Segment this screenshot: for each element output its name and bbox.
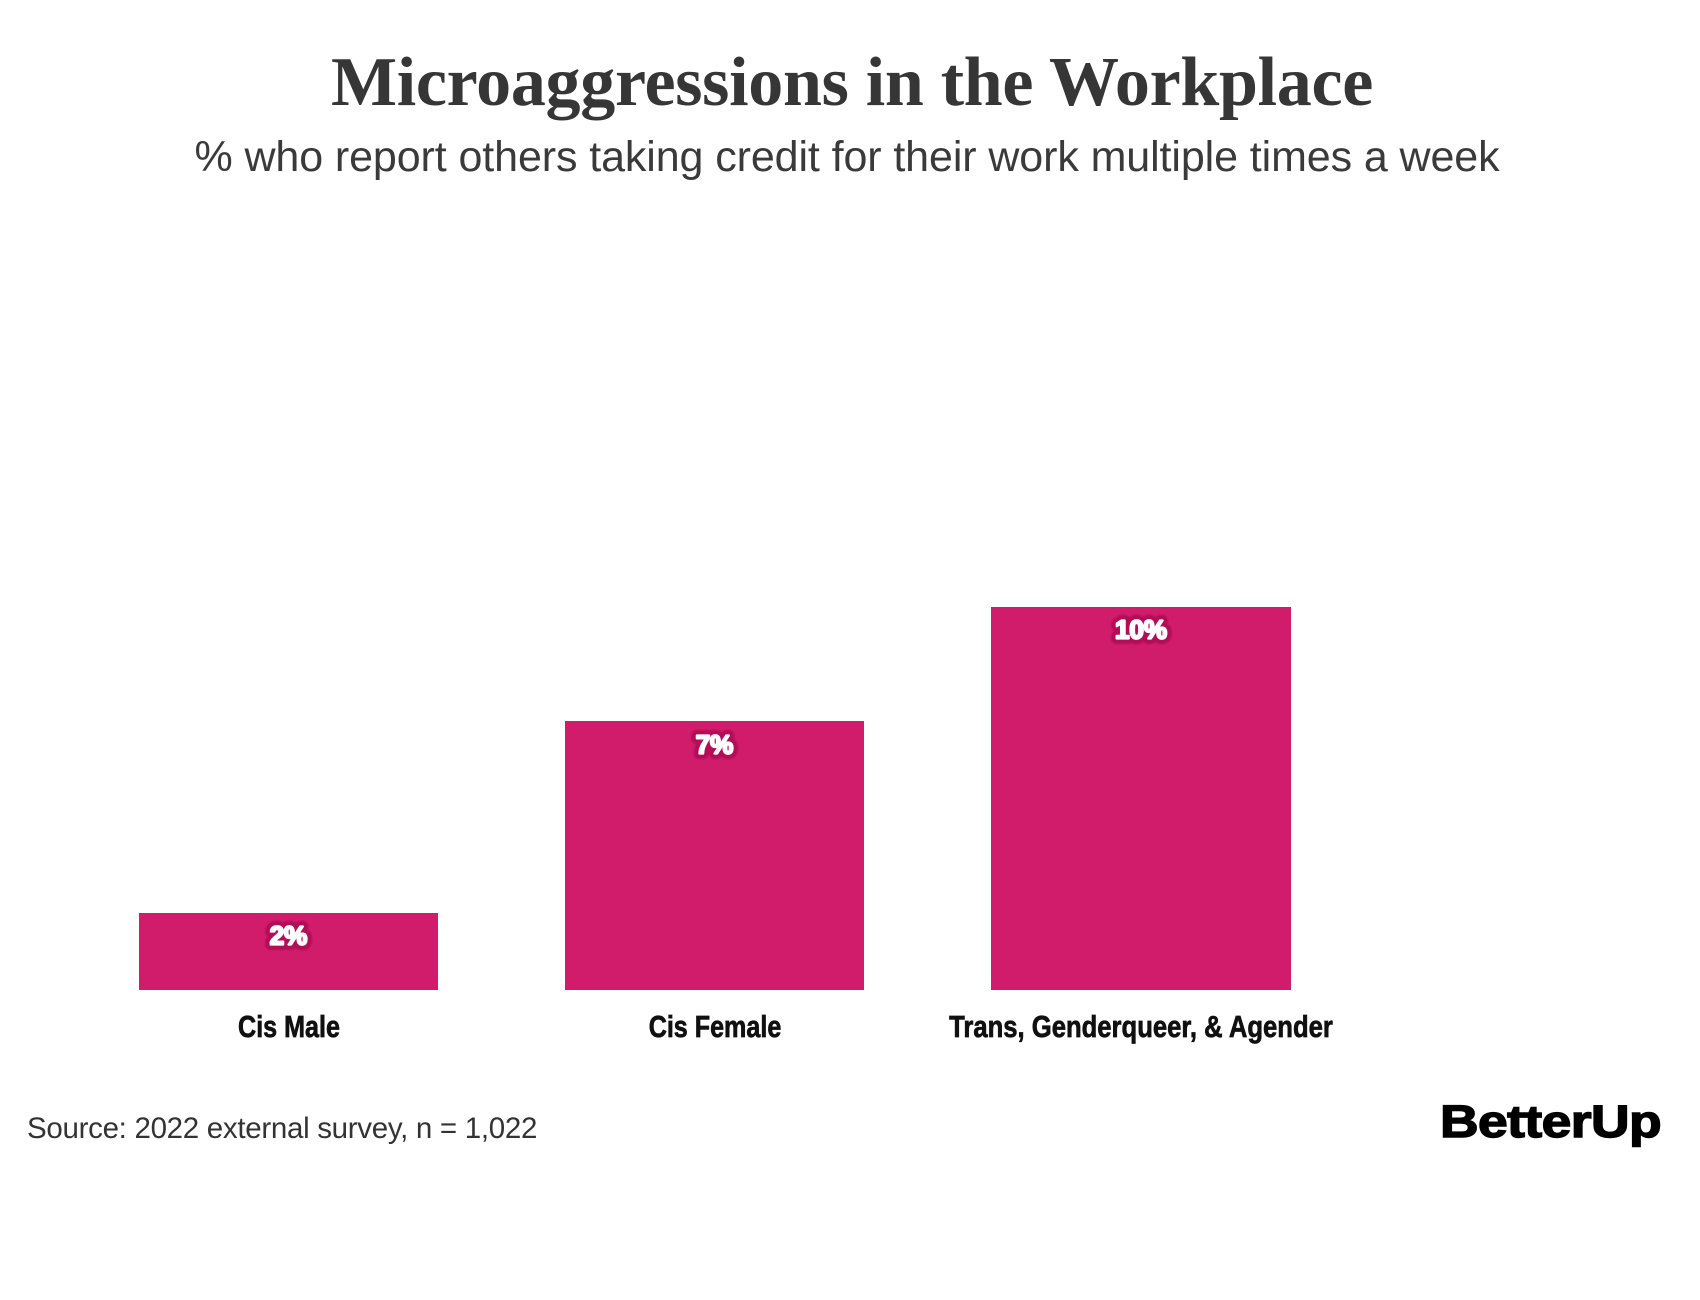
svg-text:2%: 2% — [270, 921, 308, 951]
svg-text:10%: 10% — [1115, 615, 1167, 645]
svg-text:2%: 2% — [270, 921, 308, 951]
svg-text:7%: 7% — [696, 730, 734, 760]
svg-text:10%: 10% — [1115, 615, 1167, 645]
svg-text:7%: 7% — [696, 730, 734, 760]
